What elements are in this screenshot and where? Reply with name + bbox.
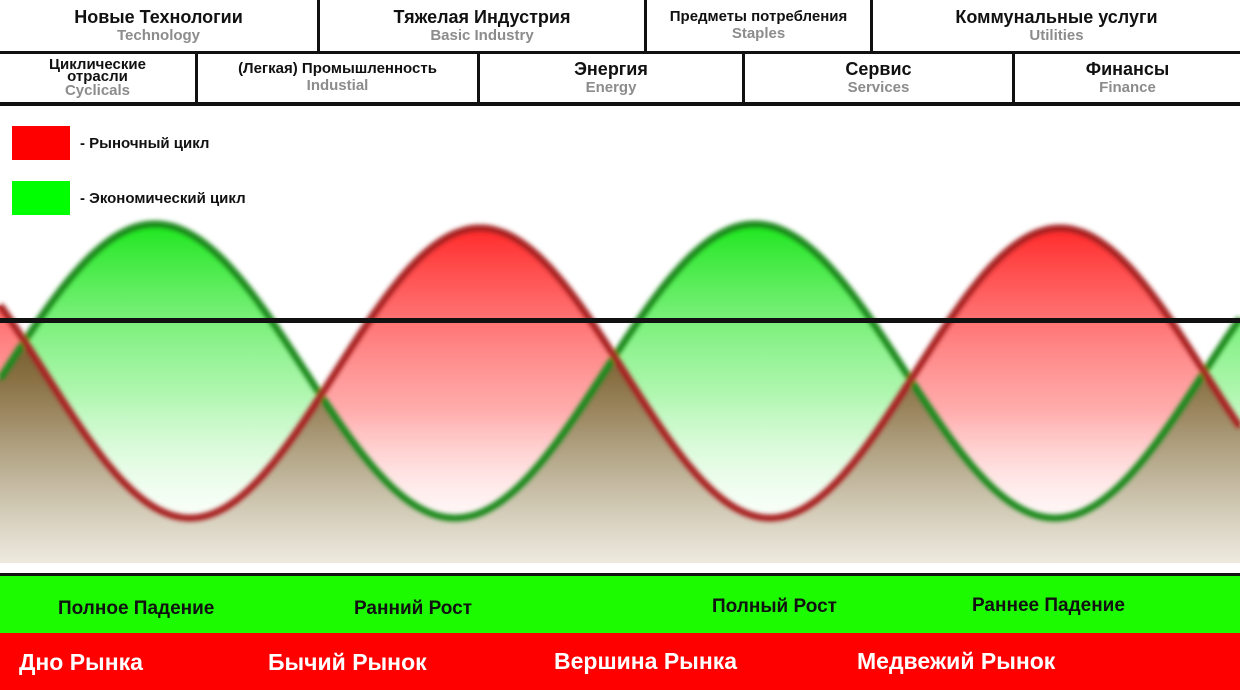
- legend-label: - Экономический цикл: [80, 189, 246, 207]
- sector-header-bottom: Циклические отрасли Cyclicals (Легкая) П…: [0, 54, 1240, 106]
- sector-name-en: Cyclicals: [64, 81, 131, 99]
- phase-label: Ранний Рост: [354, 598, 473, 619]
- sector-name-ru: Предметы потребления: [669, 7, 848, 25]
- market-cycle-swatch: [12, 126, 70, 160]
- sector-name-ru: (Легкая) Промышленность: [238, 60, 437, 77]
- sector-cell-technology: Новые Технологии Technology: [0, 0, 320, 51]
- economic-cycle-line: [0, 220, 1240, 522]
- market-label: Вершина Рынка: [554, 648, 738, 674]
- sector-name-ru: Коммунальные услуги: [955, 6, 1158, 27]
- sector-name-en: Industial: [306, 77, 369, 94]
- cycle-overlap-area: [0, 228, 1240, 563]
- sector-cell-staples: Предметы потребления Staples: [647, 0, 873, 51]
- sector-cell-finance: Финансы Finance: [1015, 54, 1240, 102]
- sector-name-ru: Циклические отрасли: [49, 55, 146, 85]
- sector-cell-basic-industry: Тяжелая Индустрия Basic Industry: [320, 0, 647, 51]
- sector-name-ru: Энергия: [574, 59, 648, 79]
- sector-name-en: Basic Industry: [430, 26, 534, 44]
- sector-name-ru: Тяжелая Индустрия: [393, 6, 571, 27]
- sector-cell-utilities: Коммунальные услуги Utilities: [873, 0, 1240, 51]
- sector-name-en: Utilities: [1029, 26, 1084, 44]
- market-label: Медвежий Рынок: [857, 648, 1056, 674]
- sector-cell-industrial: (Легкая) Промышленность Industial: [198, 54, 480, 102]
- sector-name-ru: Новые Технологии: [74, 6, 243, 27]
- legend-economic-cycle: - Экономический цикл: [12, 181, 246, 215]
- market-phase-bar: Дно Рынка Бычий Рынок Вершина Рынка Медв…: [0, 633, 1240, 690]
- sector-name-en: Staples: [731, 24, 786, 42]
- cycle-curves: [0, 220, 1240, 563]
- cycle-diagram: - Рыночный цикл - Экономический цикл: [0, 108, 1240, 573]
- market-label: Дно Рынка: [19, 649, 143, 675]
- sector-name-ru: Финансы: [1085, 59, 1170, 79]
- sector-name-en: Energy: [585, 79, 637, 96]
- economic-phase-bar: Полное Падение Ранний Рост Полный Рост Р…: [0, 573, 1240, 633]
- sector-cell-cyclicals: Циклические отрасли Cyclicals: [0, 54, 198, 102]
- market-cycle-line: [0, 224, 1240, 522]
- legend-label: - Рыночный цикл: [80, 134, 210, 152]
- sector-header-top: Новые Технологии Technology Тяжелая Инду…: [0, 0, 1240, 54]
- economic-cycle-swatch: [12, 181, 70, 215]
- market-label: Бычий Рынок: [268, 649, 427, 675]
- sector-cell-energy: Энергия Energy: [480, 54, 745, 102]
- baseline-line: [0, 318, 1240, 323]
- sector-cell-services: Сервис Services: [745, 54, 1015, 102]
- sector-name-en: Technology: [116, 26, 201, 44]
- legend-market-cycle: - Рыночный цикл: [12, 126, 209, 160]
- phase-label: Раннее Падение: [972, 595, 1125, 616]
- phase-label: Полное Падение: [58, 598, 215, 619]
- sector-name-en: Finance: [1099, 79, 1156, 96]
- sector-name-ru: Сервис: [845, 59, 912, 79]
- sector-name-en: Services: [847, 79, 910, 96]
- phase-label: Полный Рост: [712, 596, 837, 617]
